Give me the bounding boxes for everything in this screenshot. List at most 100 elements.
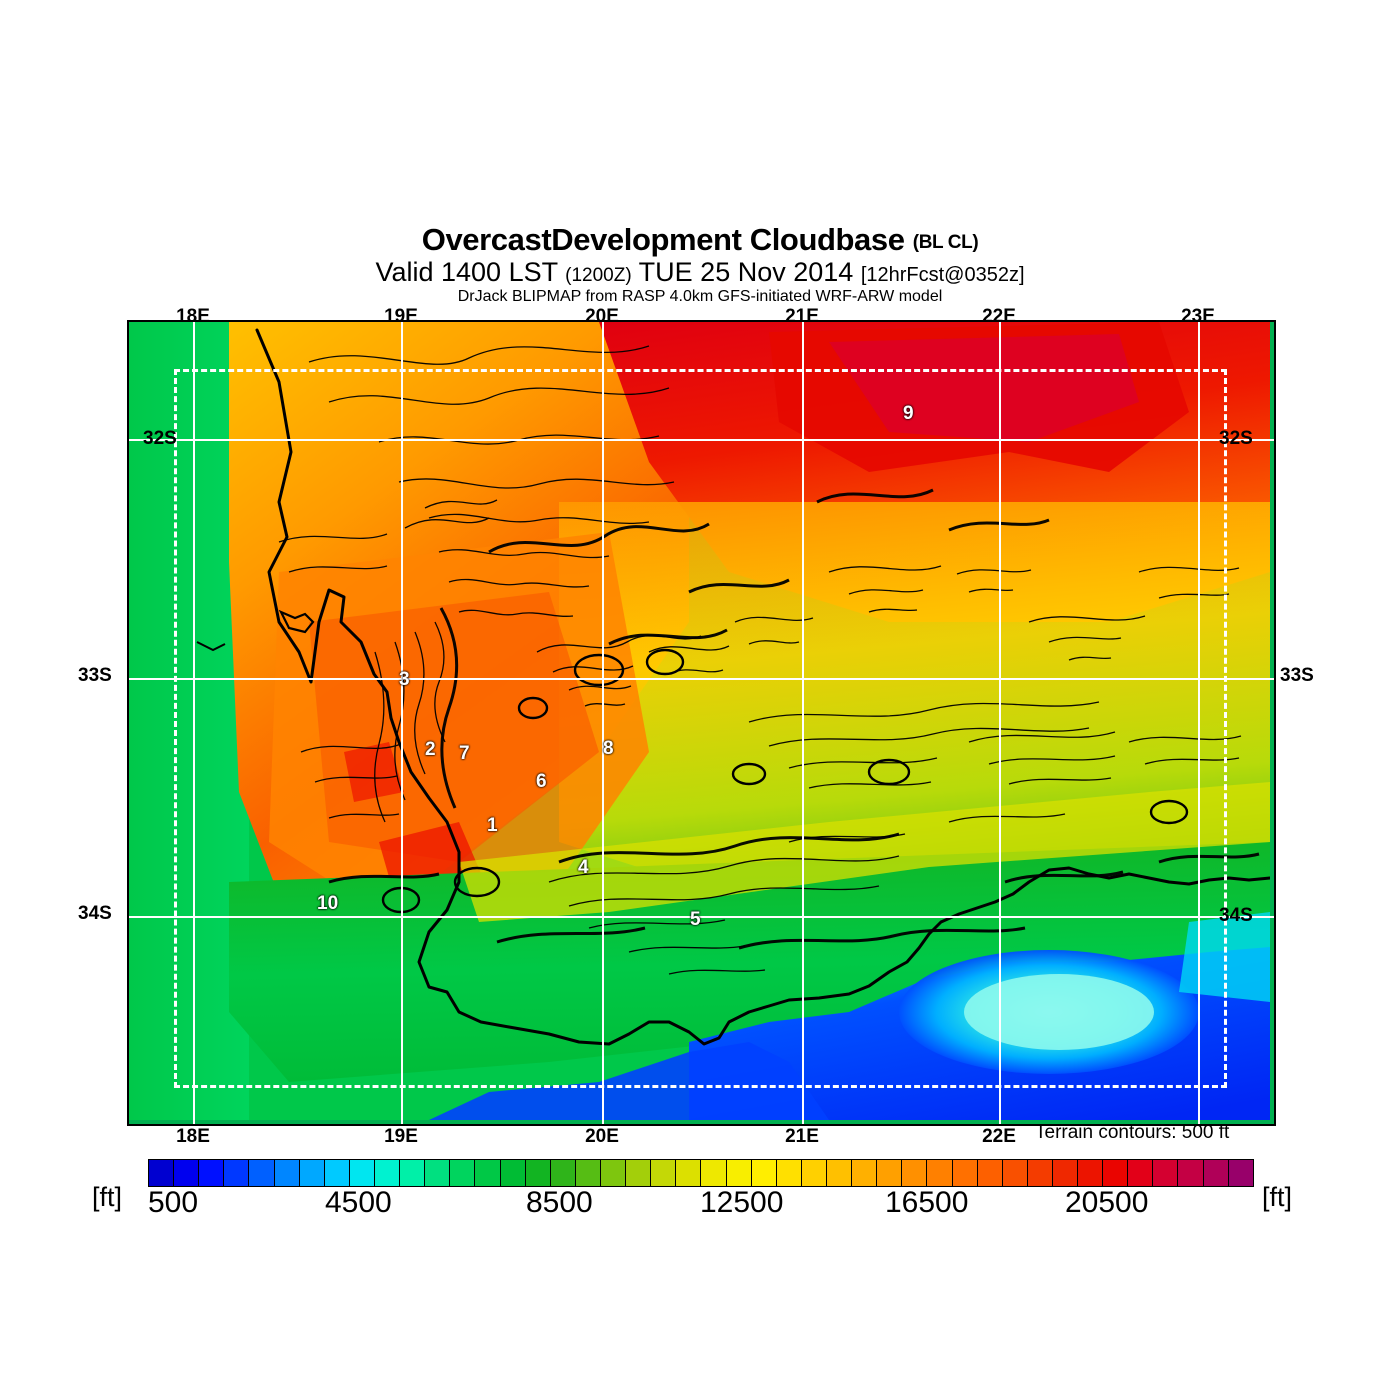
- lon-tick-bottom-22E: 22E: [982, 1126, 1016, 1147]
- colorbar-swatch-37: [1078, 1160, 1104, 1186]
- colorbar-swatch-19: [626, 1160, 652, 1186]
- colorbar-swatch-3: [224, 1160, 250, 1186]
- lon-tick-bottom-20E: 20E: [585, 1126, 619, 1147]
- colorbar-swatch-32: [952, 1160, 978, 1186]
- title-block: OvercastDevelopment Cloudbase (BL CL) Va…: [0, 224, 1400, 306]
- colorbar-unit-left: [ft]: [92, 1182, 123, 1212]
- gridline-lat-34S: [129, 916, 1274, 918]
- colorbar-swatch-4: [249, 1160, 275, 1186]
- colorbar-swatch-20: [651, 1160, 677, 1186]
- colorbar-swatch-24: [751, 1160, 777, 1186]
- station-marker[interactable]: 10: [317, 893, 339, 914]
- station-marker[interactable]: 9: [903, 403, 914, 424]
- colorbar-swatch-22: [701, 1160, 727, 1186]
- colorbar-swatch-23: [726, 1160, 752, 1186]
- title-main-text: OvercastDevelopment Cloudbase: [421, 222, 905, 257]
- colorbar-tick-12500: 12500: [700, 1186, 784, 1219]
- gridline-lon-19E: [401, 322, 403, 1124]
- colorbar-tick-500: 500: [148, 1186, 199, 1219]
- valid-date: TUE 25 Nov 2014: [638, 257, 854, 287]
- colorbar-tick-8500: 8500: [526, 1186, 593, 1219]
- gridline-lon-18E: [193, 322, 195, 1124]
- map-field-svg: [129, 322, 1270, 1120]
- colorbar-swatch-14: [500, 1160, 526, 1186]
- colorbar-swatch-9: [374, 1160, 401, 1186]
- colorbar-swatch-21: [676, 1160, 702, 1186]
- lat-tick-left-33S: 33S: [78, 665, 112, 686]
- colorbar-swatch-6: [299, 1160, 325, 1186]
- colorbar-swatch-31: [927, 1160, 953, 1186]
- colorbar-swatch-38: [1103, 1160, 1129, 1186]
- colorbar-swatch-2: [199, 1160, 225, 1186]
- colorbar-swatch-10: [400, 1160, 426, 1186]
- colorbar-swatch-41: [1178, 1160, 1204, 1186]
- station-marker[interactable]: 7: [459, 743, 470, 764]
- colorbar-swatch-27: [826, 1160, 853, 1186]
- colorbar-tick-16500: 16500: [885, 1186, 969, 1219]
- lon-tick-top-20E: 20E: [585, 306, 619, 327]
- colorbar-swatch-28: [852, 1160, 878, 1186]
- colorbar-swatch-36: [1052, 1160, 1079, 1186]
- gridline-lon-20E: [602, 322, 604, 1124]
- station-marker[interactable]: 4: [578, 857, 589, 878]
- colorbar-swatch-43: [1228, 1160, 1253, 1186]
- colorbar-swatch-39: [1128, 1160, 1154, 1186]
- colorbar-swatch-16: [550, 1160, 576, 1186]
- colorbar-tick-4500: 4500: [325, 1186, 392, 1219]
- colorbar-swatch-7: [324, 1160, 350, 1186]
- colorbar-swatch-15: [525, 1160, 551, 1186]
- lat-tick-left-34S: 34S: [78, 903, 112, 924]
- colorbar-swatch-18: [600, 1160, 627, 1186]
- gridline-lon-22E: [999, 322, 1001, 1124]
- lon-tick-bottom-18E: 18E: [176, 1126, 210, 1147]
- page-title: OvercastDevelopment Cloudbase (BL CL): [0, 224, 1400, 255]
- valid-utc-time: (1200Z): [565, 265, 632, 286]
- colorbar-swatch-11: [425, 1160, 451, 1186]
- colorbar-swatch-12: [450, 1160, 476, 1186]
- colorbar-swatch-34: [1002, 1160, 1028, 1186]
- forecast-hour-tag: [12hrFcst@0352z]: [860, 264, 1025, 286]
- lon-tick-bottom-19E: 19E: [384, 1126, 418, 1147]
- colorbar-swatch-40: [1153, 1160, 1179, 1186]
- forecast-map[interactable]: 9 3 2 7 8 6 1 4 10 5 32S 32S 34S: [127, 320, 1276, 1126]
- colorbar-swatch-30: [902, 1160, 928, 1186]
- colorbar[interactable]: [148, 1159, 1254, 1187]
- colorbar-swatch-25: [776, 1160, 802, 1186]
- colorbar-swatch-0: [149, 1160, 175, 1186]
- station-marker[interactable]: 1: [487, 815, 498, 836]
- gridline-lat-32S: [129, 439, 1274, 441]
- lat-label-inside-left-32S: 32S: [143, 428, 177, 449]
- lon-tick-top-22E: 22E: [982, 306, 1016, 327]
- colorbar-swatch-8: [349, 1160, 375, 1186]
- colorbar-unit-right: [ft]: [1262, 1182, 1293, 1212]
- gridline-lon-21E: [802, 322, 804, 1124]
- lon-tick-top-18E: 18E: [176, 306, 210, 327]
- lat-tick-right-33S: 33S: [1280, 665, 1314, 686]
- station-marker[interactable]: 2: [425, 739, 436, 760]
- map-raster: 9 3 2 7 8 6 1 4 10 5 32S 32S 34S: [129, 322, 1274, 1124]
- valid-time-line: Valid 1400 LST (1200Z) TUE 25 Nov 2014 […: [0, 257, 1400, 287]
- lon-tick-top-23E: 23E: [1181, 306, 1215, 327]
- colorbar-swatch-17: [575, 1160, 601, 1186]
- colorbar-swatch-5: [274, 1160, 300, 1186]
- lat-label-inside-right-34S: 34S: [1219, 905, 1253, 926]
- colorbar-swatch-29: [877, 1160, 903, 1186]
- model-domain-rect: [174, 369, 1227, 1088]
- gridline-lat-33S: [129, 678, 1274, 680]
- colorbar-swatch-1: [174, 1160, 200, 1186]
- station-marker[interactable]: 8: [603, 738, 614, 759]
- lon-tick-top-21E: 21E: [785, 306, 819, 327]
- lon-tick-bottom-21E: 21E: [785, 1126, 819, 1147]
- station-marker[interactable]: 6: [536, 771, 547, 792]
- station-marker[interactable]: 5: [690, 909, 701, 930]
- valid-local-time: Valid 1400 LST: [375, 257, 558, 287]
- colorbar-swatch-33: [977, 1160, 1003, 1186]
- gridline-lon-23E: [1198, 322, 1200, 1124]
- station-marker[interactable]: 3: [399, 669, 410, 690]
- colorbar-swatch-26: [801, 1160, 827, 1186]
- colorbar-tick-20500: 20500: [1065, 1186, 1149, 1219]
- title-parameter-code: (BL CL): [912, 232, 979, 253]
- colorbar-swatch-42: [1203, 1160, 1229, 1186]
- model-source-line: DrJack BLIPMAP from RASP 4.0km GFS-initi…: [457, 288, 943, 306]
